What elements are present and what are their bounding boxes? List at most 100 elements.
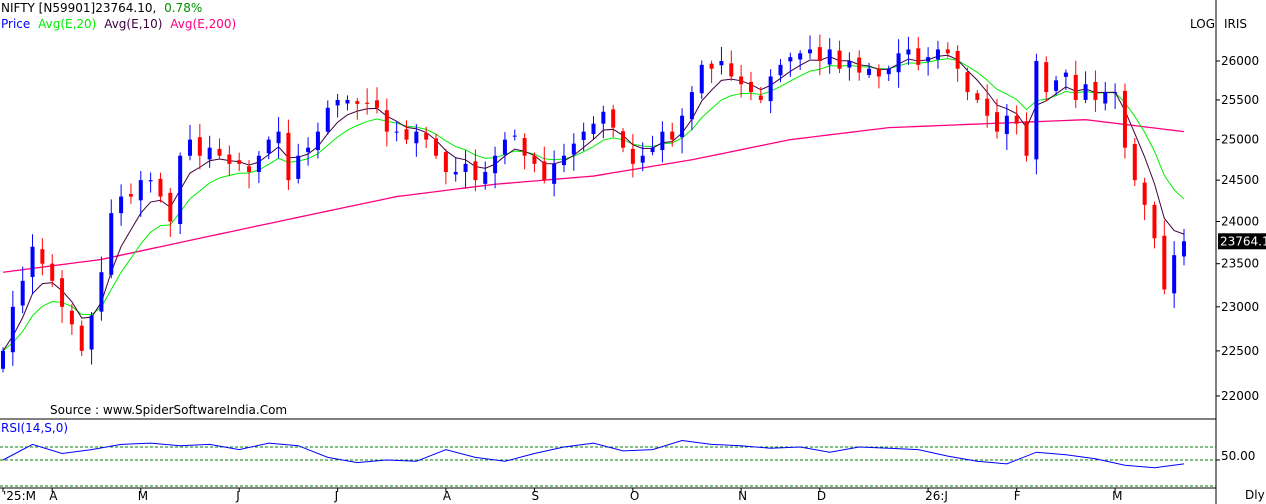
candle (335, 93, 340, 118)
candle-body (158, 178, 163, 197)
candle-body (876, 68, 881, 77)
candle (315, 122, 320, 159)
y-tick-label: 22500 (1221, 344, 1259, 358)
candle-body (621, 131, 626, 148)
candle (178, 152, 183, 235)
candle-body (778, 64, 783, 76)
candle (325, 100, 330, 135)
candle-body (60, 278, 65, 307)
candle (247, 160, 252, 189)
candle (896, 39, 901, 88)
candle (906, 36, 911, 65)
candle (650, 135, 655, 156)
candle (30, 234, 35, 295)
candle (512, 129, 517, 141)
candle-body (414, 131, 419, 144)
period-label[interactable]: Dly (1245, 488, 1265, 502)
candle (571, 133, 576, 171)
candle (404, 120, 409, 145)
candle-body (99, 272, 104, 312)
candle-body (699, 64, 704, 94)
candle (197, 123, 202, 170)
candle (60, 270, 65, 323)
candle (20, 266, 25, 314)
log-toggle[interactable]: LOG (1190, 17, 1216, 31)
candle (217, 138, 222, 159)
candle (266, 136, 271, 160)
candle-body (247, 166, 252, 172)
candle-body (89, 315, 94, 350)
candle (719, 46, 724, 75)
candle-body (758, 95, 763, 100)
candle (1182, 228, 1186, 266)
last-price-tag (1218, 233, 1266, 250)
candle (808, 35, 813, 59)
candle (1, 347, 5, 373)
symbol-label: NIFTY [N59901] (1, 1, 96, 15)
candle (660, 121, 665, 163)
month-label: S (531, 489, 539, 503)
candle (276, 116, 281, 159)
candle (1093, 70, 1098, 112)
candle (699, 60, 704, 99)
y-tick-label: 26000 (1221, 54, 1259, 68)
candle-body (847, 61, 852, 68)
legend-price: Price (1, 17, 31, 31)
y-tick-label: 25000 (1221, 133, 1259, 147)
candle (561, 143, 566, 173)
candle (286, 119, 291, 190)
candle (187, 124, 192, 161)
candle-body (493, 155, 498, 174)
candle (591, 116, 596, 140)
candle (10, 290, 15, 366)
candle (1063, 69, 1068, 90)
candle (502, 132, 507, 165)
candle-body (581, 131, 586, 141)
candle (473, 149, 478, 192)
candle (109, 199, 114, 279)
candle-body (1, 350, 5, 369)
candle-body (1103, 92, 1108, 104)
candle (768, 69, 773, 114)
candle (798, 50, 803, 70)
candle-body (837, 50, 842, 69)
candle-body (207, 147, 212, 160)
candle (778, 58, 783, 83)
candle-body (709, 63, 714, 69)
candle (837, 40, 842, 74)
candle-body (522, 138, 527, 156)
candle-body (601, 111, 606, 124)
candle (148, 172, 153, 193)
candle (955, 45, 960, 82)
candle (1024, 112, 1029, 162)
candle-body (739, 76, 744, 85)
candle-body (640, 155, 645, 163)
candle-body (788, 57, 793, 62)
candle-body (561, 155, 566, 166)
candle-body (867, 68, 872, 75)
candle-body (935, 49, 940, 60)
candle-body (1132, 144, 1137, 181)
candle-body (955, 50, 960, 69)
rsi-line (2, 439, 1185, 469)
candle-body (355, 101, 360, 104)
source-label: Source : www.SpiderSoftwareIndia.Com (50, 403, 288, 417)
candle-body (384, 110, 389, 132)
candle (355, 97, 360, 120)
candle (1122, 83, 1127, 159)
candle (414, 124, 419, 157)
candle-body (374, 100, 379, 108)
y-tick-label: 22000 (1221, 389, 1259, 403)
candle (138, 170, 143, 217)
candle (748, 71, 753, 101)
candle (463, 150, 468, 189)
month-label: M (138, 489, 148, 503)
candle-body (926, 57, 931, 62)
candle-body (237, 160, 242, 164)
candle-body (896, 53, 901, 73)
candle-body (689, 92, 694, 120)
candle-body (1014, 115, 1019, 124)
candle (483, 161, 488, 190)
candle-body (945, 49, 950, 54)
